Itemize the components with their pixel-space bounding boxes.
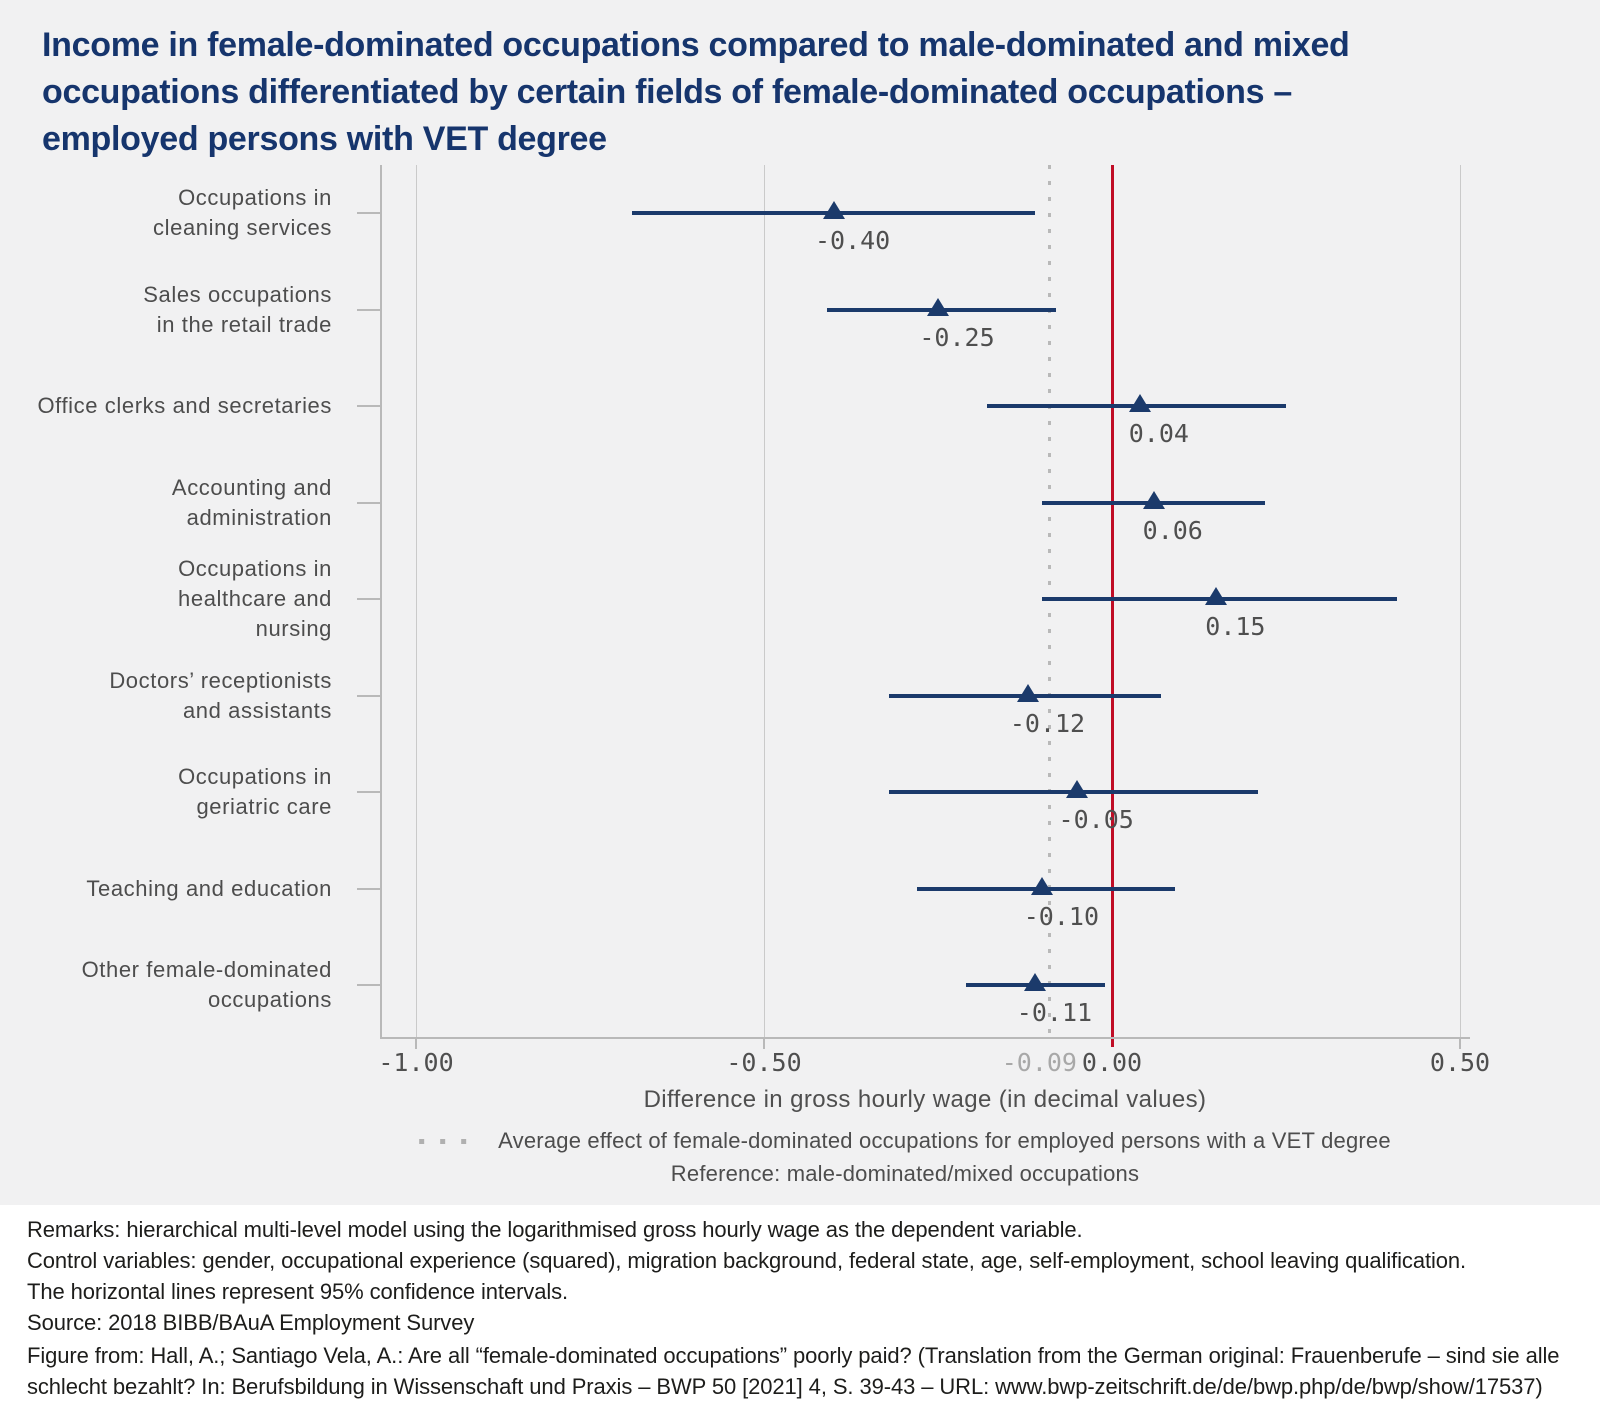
legend-average-effect: Average effect of female-dominated occup… — [419, 1128, 1391, 1154]
legend-average-effect-label: Average effect of female-dominated occup… — [498, 1128, 1391, 1153]
x-axis-tick-label: -1.00 — [378, 1048, 454, 1077]
category-label: Occupations in healthcare and nursing — [0, 552, 332, 646]
estimate-marker-triangle — [1142, 490, 1165, 509]
x-axis-tick-label: 0.50 — [1429, 1048, 1491, 1077]
footnote-remarks: Remarks: hierarchical multi-level model … — [27, 1214, 1583, 1338]
category-label-line: and assistants — [182, 697, 332, 723]
category-tick — [357, 308, 380, 311]
category-tick — [357, 598, 380, 600]
category-label-line: Other female-dominated — [81, 957, 332, 982]
estimate-marker-triangle — [822, 201, 845, 219]
category-label: Office clerks and secretaries — [0, 359, 332, 453]
category-label-line: Doctors’ receptionists — [109, 667, 332, 693]
category-label: Other female-dominated occupations — [0, 938, 332, 1032]
gridline-0.5 — [1460, 165, 1461, 1037]
x-axis-tick-label: -0.09 — [1001, 1048, 1077, 1077]
category-label-line: administration — [186, 504, 332, 530]
category-label: Sales occupations in the retail trade — [0, 263, 332, 357]
x-axis-tick — [1459, 1037, 1461, 1049]
figure-citation: Figure from: Hall, A.; Santiago Vela, A.… — [27, 1343, 1560, 1399]
category-label-line: in the retail trade — [156, 311, 332, 337]
estimate-value-label: -0.11 — [1016, 998, 1093, 1027]
category-label-line: Occupations in — [178, 185, 332, 210]
x-axis-tick — [763, 1037, 765, 1049]
category-tick — [357, 501, 380, 504]
estimate-marker-triangle — [1128, 394, 1151, 412]
footnote-source-line: Source: 2018 BIBB/BAuA Employment Survey — [27, 1310, 475, 1335]
x-axis-line — [380, 1037, 1470, 1039]
y-axis-line — [380, 165, 382, 1037]
category-label: Teaching and education — [0, 842, 332, 936]
average-effect-dotted-line — [1048, 165, 1052, 1037]
category-tick — [357, 984, 380, 986]
x-axis-tick — [415, 1037, 417, 1049]
estimate-marker-triangle — [1024, 973, 1047, 991]
estimate-value-label: 0.04 — [1128, 419, 1189, 448]
category-tick — [357, 791, 380, 793]
category-label-line: Accounting and — [171, 474, 332, 500]
estimate-value-label: -0.10 — [1023, 901, 1100, 931]
chart-title-line-1: Income in female-dominated occupations c… — [42, 26, 1350, 64]
legend-reference-label: Reference: male-dominated/mixed occupati… — [670, 1161, 1140, 1186]
category-label-line: Occupations in — [178, 764, 332, 789]
gridline--0.5 — [764, 165, 765, 1037]
chart-background-panel — [0, 0, 1600, 1205]
chart-title-line-2: occupations differentiated by certain fi… — [42, 73, 1292, 111]
category-tick — [357, 694, 380, 697]
category-label: Occupations in geriatric care — [0, 745, 332, 839]
x-axis-tick-label: 0.00 — [1081, 1048, 1143, 1077]
category-label-line: healthcare and — [178, 586, 332, 611]
estimate-value-label: 0.15 — [1205, 612, 1266, 641]
chart-title-line-3: employed persons with VET degree — [42, 120, 607, 158]
category-tick — [357, 887, 380, 890]
category-label-line: geriatric care — [196, 794, 332, 819]
estimate-marker-triangle — [1031, 876, 1054, 895]
estimate-value-label: -0.12 — [1009, 708, 1086, 738]
estimate-value-label: 0.06 — [1142, 515, 1203, 545]
category-label: Occupations in cleaning services — [0, 166, 332, 260]
category-label-line: Office clerks and secretaries — [37, 393, 332, 418]
footnote-confidence-intervals-line: The horizontal lines represent 95% confi… — [27, 1279, 569, 1304]
gridline--1 — [416, 165, 417, 1037]
reference-zero-line — [1111, 165, 1114, 1047]
category-label-line: Teaching and education — [86, 875, 332, 901]
estimate-marker-triangle — [1205, 587, 1228, 605]
category-label-line: nursing — [255, 616, 332, 641]
category-label-line: occupations — [207, 987, 332, 1012]
category-label-line: Occupations in — [178, 556, 332, 581]
category-label: Doctors’ receptionists and assistants — [0, 649, 332, 743]
category-label-line: cleaning services — [153, 215, 332, 240]
category-tick — [357, 405, 380, 407]
estimate-value-label: -0.25 — [919, 322, 995, 352]
x-axis-tick-label: -0.50 — [726, 1048, 802, 1077]
category-label-line: Sales occupations — [143, 281, 332, 307]
category-label: Accounting and administration — [0, 456, 332, 550]
category-tick — [357, 212, 380, 214]
x-axis-title: Difference in gross hourly wage (in deci… — [643, 1086, 1207, 1113]
estimate-value-label: -0.40 — [814, 226, 891, 255]
estimate-marker-triangle — [1066, 780, 1089, 798]
chart-title: Income in female-dominated occupations c… — [42, 22, 1462, 163]
estimate-marker-triangle — [1017, 683, 1040, 702]
footnote-remarks-line: Remarks: hierarchical multi-level model … — [27, 1217, 1083, 1242]
dotted-line-legend-marker — [419, 1138, 482, 1144]
footnote-control-variables-line: Control variables: gender, occupational … — [27, 1248, 1467, 1273]
estimate-marker-triangle — [927, 297, 949, 316]
estimate-value-label: -0.05 — [1058, 805, 1134, 834]
